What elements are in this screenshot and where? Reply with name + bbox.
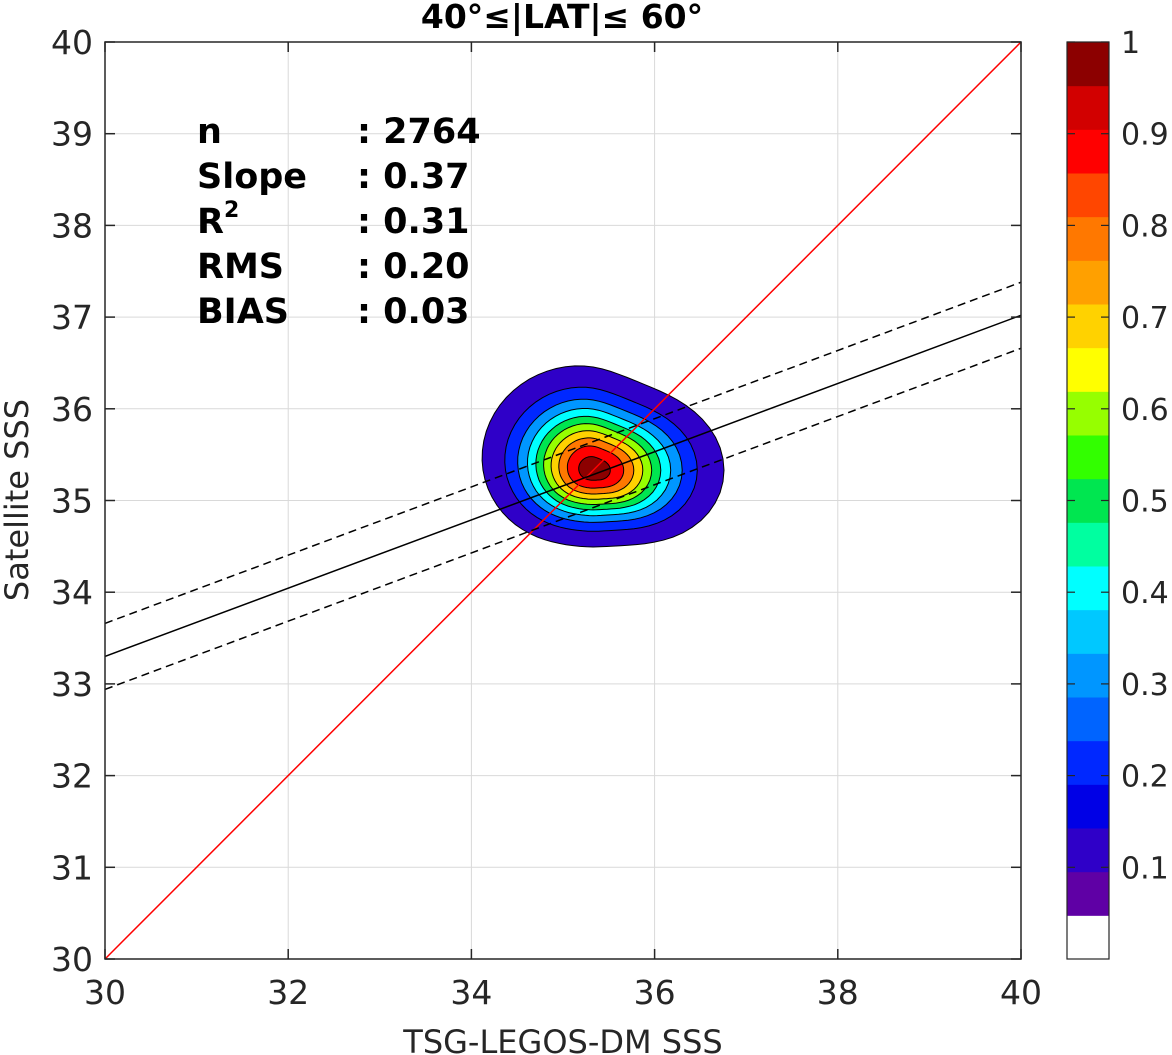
y-tick-label: 31 xyxy=(51,848,93,887)
stat-label: Slope xyxy=(197,157,307,197)
x-tick-label: 40 xyxy=(1000,973,1042,1012)
colorbar-segment xyxy=(1067,42,1109,87)
x-tick-label: 30 xyxy=(84,973,126,1012)
lower-bound-line xyxy=(105,347,1021,691)
x-tick-label: 36 xyxy=(634,973,676,1012)
stat-value: : 0.03 xyxy=(357,292,470,332)
y-tick-label: 35 xyxy=(51,482,93,521)
stat-value: : 0.37 xyxy=(357,157,470,197)
colorbar-segment xyxy=(1067,260,1109,305)
colorbar-segment xyxy=(1067,129,1109,174)
colorbar-tick-label: 0.2 xyxy=(1121,760,1169,795)
colorbar-tick-label: 0.4 xyxy=(1121,576,1169,611)
colorbar-tick-label: 0.7 xyxy=(1121,301,1169,336)
x-tick-label: 38 xyxy=(817,973,859,1012)
upper-bound-line xyxy=(105,281,1021,625)
colorbar-segment xyxy=(1067,347,1109,392)
colorbar-segment xyxy=(1067,566,1109,611)
colorbar-segment xyxy=(1067,653,1109,698)
colorbar: 0.1 0.2 0.3 0.4 0.5 0.6 0.7 0.8 0.9 1 xyxy=(1066,26,1169,960)
colorbar-segment xyxy=(1067,216,1109,261)
colorbar-segment xyxy=(1067,522,1109,567)
colorbar-segment xyxy=(1067,391,1109,436)
regression-line xyxy=(105,314,1021,658)
y-tick-label: 30 xyxy=(51,940,93,979)
colorbar-segment xyxy=(1067,85,1109,130)
x-tick-label: 34 xyxy=(450,973,492,1012)
colorbar-tick-label: 0.6 xyxy=(1121,393,1169,428)
colorbar-tick-label: 0.5 xyxy=(1121,485,1169,520)
colorbar-segment xyxy=(1067,304,1109,349)
colorbar-tick-label: 0.1 xyxy=(1121,851,1169,886)
y-tick-label: 39 xyxy=(51,115,93,154)
y-tick-label: 33 xyxy=(51,665,93,704)
colorbar-tick-label: 0.9 xyxy=(1121,118,1169,153)
x-tick-label: 32 xyxy=(267,973,309,1012)
stat-value: : 0.20 xyxy=(357,247,470,287)
stat-value: : 2764 xyxy=(357,112,481,152)
colorbar-segment xyxy=(1067,609,1109,654)
colorbar-tick-label: 0.3 xyxy=(1121,668,1169,703)
colorbar-segment xyxy=(1067,435,1109,480)
stats-box: n : 2764 Slope : 0.37 R2 : 0.31 RMS : 0.20 BIAS:… xyxy=(197,112,481,332)
y-axis-label: Satellite SSS xyxy=(0,399,36,601)
colorbar-segment xyxy=(1067,697,1109,742)
axis-ticks: 30 32 34 36 38 40 30 31 32 33 34 35 36 37 38 39 40 xyxy=(51,23,1042,1012)
colorbar-segment xyxy=(1067,173,1109,218)
stat-label: R2 xyxy=(197,198,239,242)
colorbar-tick-label: 1 xyxy=(1121,26,1140,61)
stat-label: RMS xyxy=(197,247,284,287)
colorbar-segment xyxy=(1067,828,1109,873)
y-tick-label: 37 xyxy=(51,298,93,337)
stat-label: n xyxy=(197,112,222,152)
x-axis-label: TSG-LEGOS-DM SSS xyxy=(402,1023,722,1055)
colorbar-tick-label: 0.8 xyxy=(1121,209,1169,244)
chart-title: 40°≤|LAT|≤ 60° xyxy=(421,0,703,36)
stat-label-superscript: 2 xyxy=(224,198,239,223)
y-tick-label: 36 xyxy=(51,390,93,429)
plot-contents xyxy=(105,42,1021,959)
y-tick-label: 32 xyxy=(51,757,93,796)
stat-value: : 0.31 xyxy=(357,202,470,242)
one-to-one-line xyxy=(105,42,1021,959)
colorbar-segment xyxy=(1067,915,1109,960)
stat-label: BIAS xyxy=(197,292,289,332)
y-tick-label: 38 xyxy=(51,206,93,245)
y-tick-label: 34 xyxy=(51,573,93,612)
colorbar-segment xyxy=(1067,784,1109,829)
colorbar-segment xyxy=(1067,871,1109,916)
colorbar-segment xyxy=(1067,740,1109,785)
y-tick-label: 40 xyxy=(51,23,93,62)
